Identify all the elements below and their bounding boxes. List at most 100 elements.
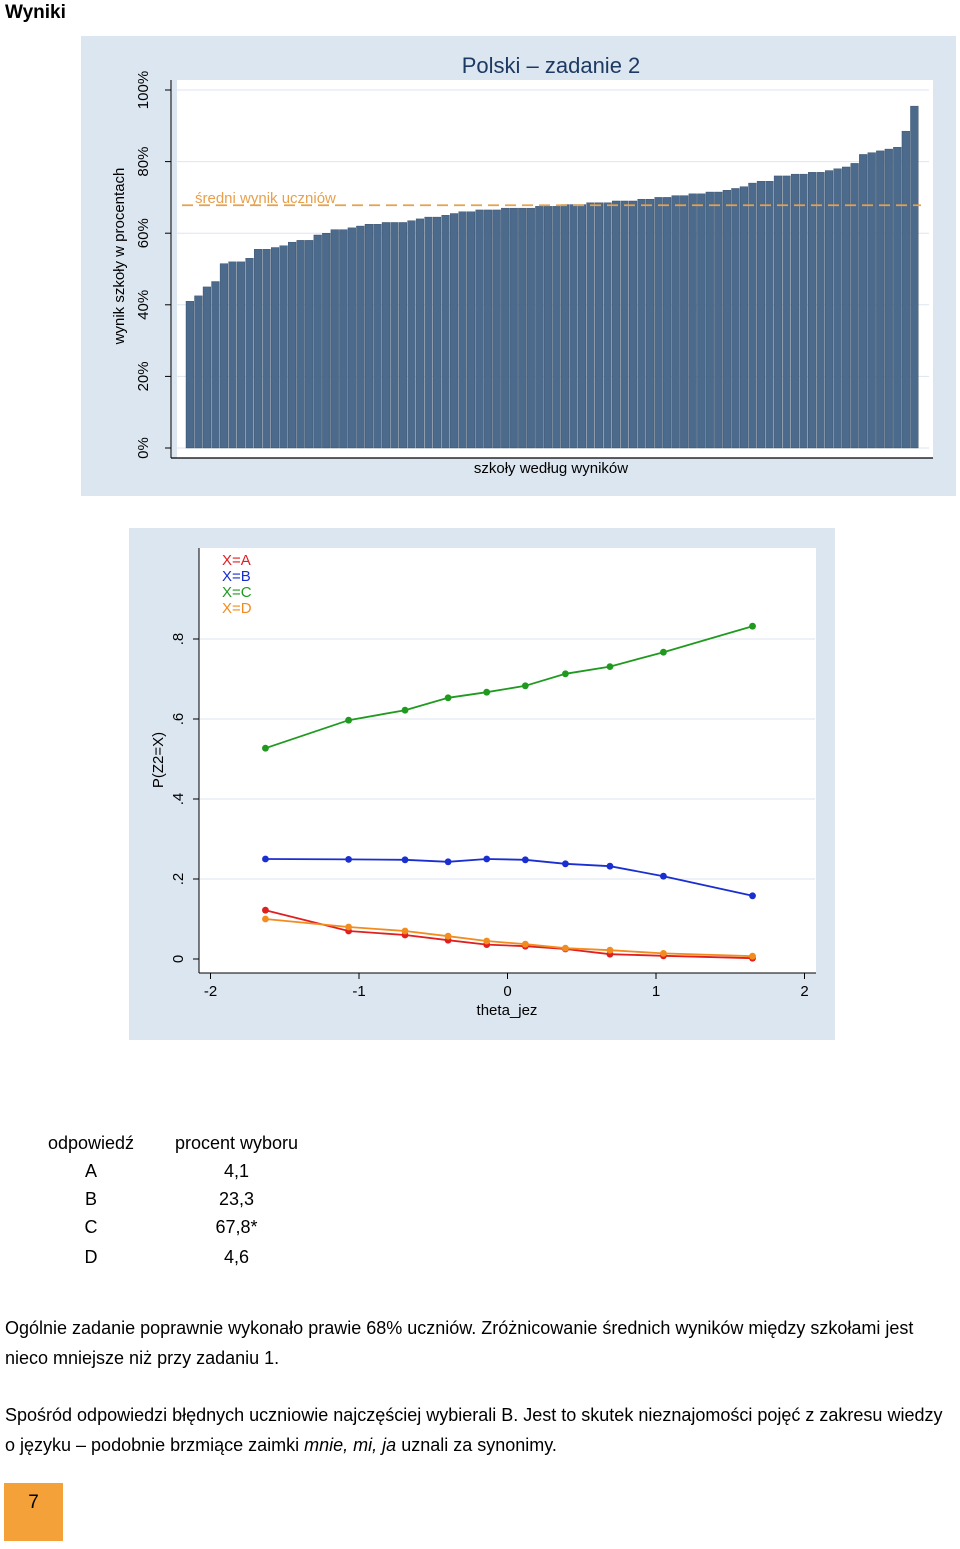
series-point — [262, 906, 269, 914]
chart1-bar — [228, 261, 237, 449]
chart1-bar — [842, 166, 851, 449]
chart1-bar — [202, 286, 211, 449]
series-point — [444, 858, 452, 866]
series-point — [345, 856, 353, 863]
chart1-bar — [688, 193, 697, 449]
chart1-bar — [271, 247, 280, 449]
chart1-bar — [773, 175, 783, 449]
series-point — [521, 682, 529, 690]
answer-cell: B — [84, 1189, 97, 1209]
series-point — [660, 872, 667, 880]
chart1-bar — [714, 191, 723, 449]
chart1-bar — [356, 225, 365, 449]
chart1-bar — [569, 204, 578, 449]
chart1-bar — [509, 207, 518, 449]
series-point — [262, 915, 269, 923]
series-point — [345, 716, 353, 724]
chart1-bar — [910, 105, 919, 449]
chart1-bar — [697, 193, 706, 449]
chart1-bar — [381, 222, 390, 449]
series-point — [444, 932, 452, 940]
series-point — [606, 663, 614, 670]
percent-cell: 67,8* — [215, 1217, 258, 1237]
chart1-bar — [859, 154, 868, 449]
chart1-bar — [850, 163, 859, 449]
section-heading: Wyniki — [5, 2, 66, 23]
chart1-bar — [467, 211, 476, 449]
chart1-bar — [279, 245, 288, 449]
paragraph-text: Spośród odpowiedzi błędnych uczniowie na… — [5, 1405, 943, 1455]
table-header-percent: procent wyboru — [174, 1133, 299, 1153]
series-point — [660, 648, 667, 656]
chart2-x-tick-label: 2 — [800, 983, 808, 1000]
chart1-bar — [484, 209, 493, 449]
error-analysis-paragraph: Spośród odpowiedzi błędnych uczniowie na… — [5, 1400, 955, 1460]
chart1-bar — [884, 148, 893, 449]
chart1-bar — [390, 222, 399, 449]
chart1-bar — [253, 249, 263, 449]
chart1-y-label: wynik szkoły w procentach — [111, 168, 128, 346]
series-point — [401, 927, 409, 935]
chart1-bar — [893, 147, 902, 449]
chart1-bar — [799, 173, 808, 449]
chart1-bar — [756, 181, 765, 449]
page-number-badge: 7 — [4, 1483, 63, 1541]
series-line-x-d — [265, 918, 753, 958]
series-point — [444, 694, 452, 702]
percent-cell: 4,6 — [223, 1247, 250, 1267]
chart1-bar — [731, 188, 740, 449]
series-point — [521, 856, 529, 864]
series-line-x-c — [265, 625, 753, 750]
chart2-plot-area — [199, 548, 816, 973]
chart2-x-tick-label: 1 — [652, 983, 660, 1000]
series-point — [401, 706, 409, 714]
school-results-bar-chart: średni wynik uczniów 0%20%40%60%80%100% … — [81, 36, 956, 496]
summary-paragraph: Ogólnie zadanie poprawnie wykonało prawi… — [5, 1318, 914, 1368]
series-point — [345, 923, 353, 931]
series-line-x-a — [265, 909, 753, 960]
chart1-bar — [492, 209, 501, 449]
chart1-bar — [211, 281, 220, 449]
chart1-bar — [790, 173, 800, 449]
paragraph-italic-pronouns: mnie, mi, ja — [304, 1435, 397, 1455]
chart1-bar — [663, 197, 672, 449]
chart1-bar — [424, 216, 433, 449]
chart2-x-tick-label: -1 — [352, 983, 365, 1000]
chart1-bar — [322, 232, 331, 449]
chart1-bar — [552, 206, 561, 449]
legend-entry: X=B — [222, 568, 251, 585]
chart1-bar — [339, 229, 348, 449]
chart1-y-tick-label: 100% — [135, 71, 152, 109]
chart1-bar — [748, 182, 757, 449]
chart1-x-label: szkoły według wyników — [474, 460, 628, 477]
chart1-bar — [407, 220, 416, 449]
chart1-bar — [620, 200, 629, 449]
chart1-bar — [236, 261, 246, 449]
percent-cell: 4,1 — [223, 1161, 250, 1181]
chart2-x-label: theta_jez — [477, 1002, 538, 1019]
chart2-legend: X=AX=BX=CX=D — [222, 552, 252, 617]
chart1-y-tick-label: 60% — [135, 218, 152, 248]
response-probability-line-chart: 0.2.4.6.8-2 -1 0 1 2 X=AX=BX=CX=D theta_jez … — [129, 528, 835, 1040]
chart2-y-tick-label: .8 — [170, 633, 187, 646]
chart2-y-tick-label: .6 — [170, 713, 187, 726]
legend-entry: X=D — [222, 600, 252, 617]
chart1-bar — [313, 234, 322, 449]
answer-cell: D — [84, 1247, 98, 1267]
series-point — [606, 862, 614, 870]
chart1-bar — [535, 206, 544, 449]
chart1-bar — [765, 181, 774, 449]
chart1-bar — [807, 172, 817, 449]
series-point — [749, 952, 756, 960]
chart1-bar — [577, 204, 586, 449]
series-point — [483, 688, 491, 696]
chart1-bar — [825, 170, 834, 449]
chart1-bar — [543, 206, 552, 449]
chart1-bar — [398, 222, 408, 449]
series-point — [262, 855, 269, 863]
series-point — [401, 856, 409, 864]
series-point — [749, 622, 756, 630]
series-point — [660, 950, 667, 957]
chart1-title: Polski – zadanie 2 — [462, 53, 641, 78]
chart1-bar — [450, 213, 459, 449]
